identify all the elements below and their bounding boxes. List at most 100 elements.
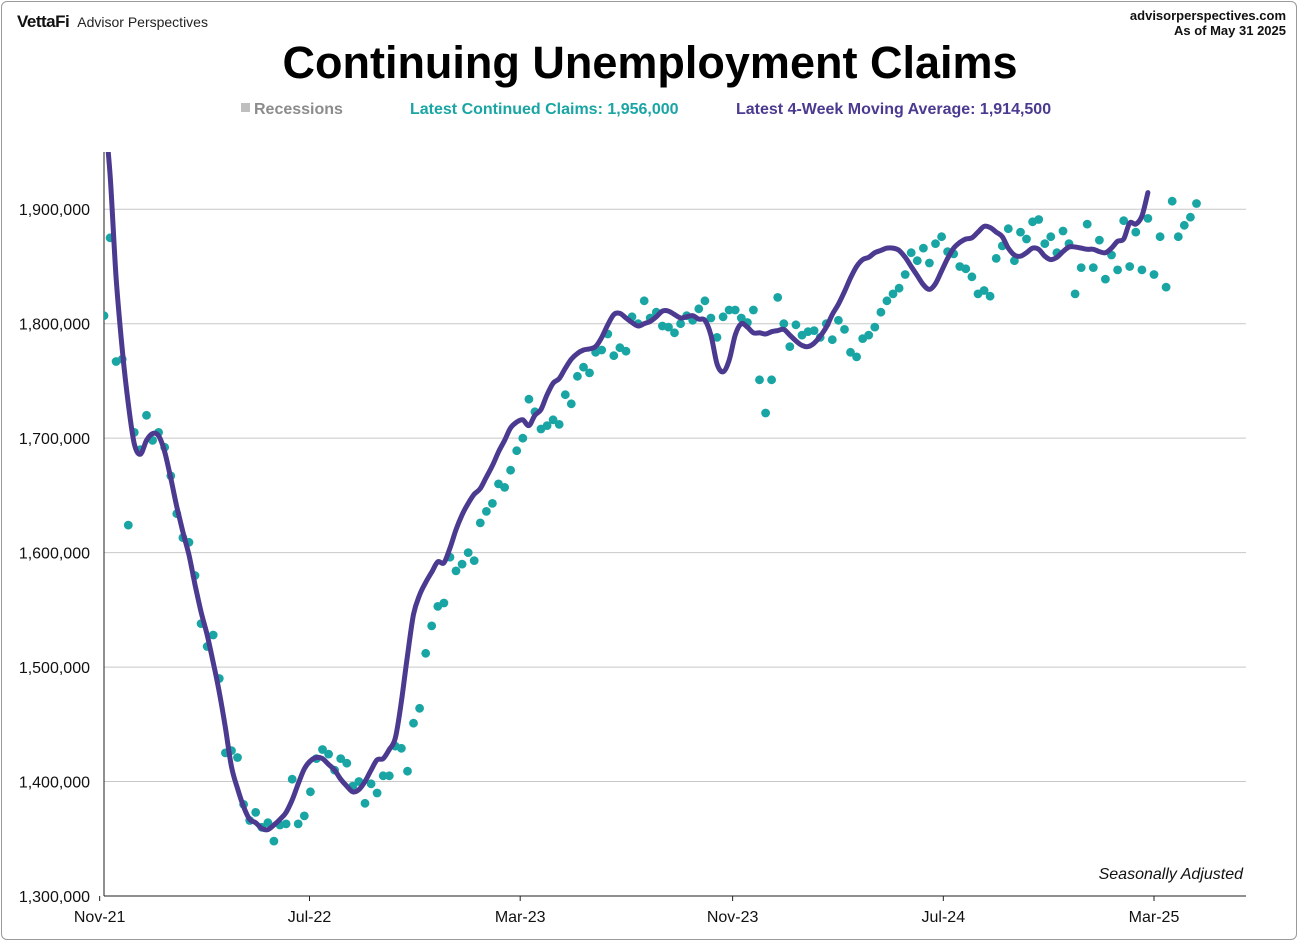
claims-point <box>809 326 819 335</box>
claims-point <box>342 758 352 768</box>
claims-point <box>560 390 570 400</box>
claims-point <box>718 312 728 322</box>
claims-point <box>1198 141 1207 150</box>
legend-moving-average: Latest 4-Week Moving Average: 1,914,500 <box>736 101 1052 118</box>
x-tick-label: Mar-25 <box>1129 909 1180 926</box>
claims-point <box>1101 274 1110 284</box>
claims-point <box>1088 263 1098 272</box>
claims-point <box>378 771 388 781</box>
claims-point <box>900 270 910 279</box>
claims-point <box>1095 235 1104 245</box>
claims-point <box>233 753 242 762</box>
claims-point <box>1003 224 1013 234</box>
recessions-swatch-icon <box>241 103 250 113</box>
claims-point <box>397 743 406 753</box>
claims-point <box>281 819 291 829</box>
claims-point <box>1179 220 1189 230</box>
claims-point <box>1131 227 1141 237</box>
claims-point <box>208 630 218 640</box>
claims-points <box>104 141 1207 846</box>
moving-average-line <box>105 152 1151 833</box>
claims-point <box>1058 226 1068 236</box>
claims-point <box>475 518 485 528</box>
claims-point <box>846 347 855 357</box>
claims-point <box>852 352 861 362</box>
claims-point <box>506 465 515 475</box>
claims-point <box>1070 289 1080 299</box>
vettafi-logo: VettaFi <box>17 12 70 31</box>
claims-point <box>482 507 491 516</box>
claims-point <box>415 703 424 713</box>
claims-point <box>967 272 977 282</box>
claims-point <box>384 771 394 781</box>
y-tick-label: 1,800,000 <box>19 317 90 334</box>
claims-point <box>1143 214 1153 223</box>
claims-point <box>512 446 522 456</box>
claims-point <box>639 296 649 306</box>
claims-point <box>870 322 880 332</box>
claims-point <box>1016 227 1025 237</box>
claims-point <box>749 305 758 315</box>
claims-point <box>1186 212 1195 222</box>
claims-point <box>372 788 382 798</box>
claims-point <box>1113 265 1122 275</box>
claims-point <box>1173 232 1183 242</box>
claims-point <box>1137 265 1147 275</box>
claims-point <box>251 808 261 817</box>
claims-point <box>755 375 764 385</box>
claims-point <box>906 248 916 258</box>
claims-point <box>700 296 710 306</box>
claims-point <box>888 289 898 299</box>
y-tick-label: 1,700,000 <box>19 431 90 448</box>
claims-point <box>937 232 946 242</box>
y-tick-label: 1,600,000 <box>19 546 90 563</box>
claims-point <box>597 345 607 355</box>
claims-point <box>894 283 904 293</box>
source-block: advisorperspectives.com As of May 31 202… <box>1130 8 1286 38</box>
claims-point <box>991 254 1001 263</box>
claims-point <box>366 779 376 789</box>
claims-point <box>834 315 843 325</box>
claims-point <box>876 307 886 317</box>
claims-point <box>609 351 619 361</box>
claims-point <box>324 749 333 759</box>
claims-point <box>779 319 789 329</box>
claims-point <box>123 520 133 530</box>
claims-point <box>961 264 971 274</box>
claims-point <box>694 304 704 314</box>
claims-point <box>773 293 783 302</box>
claims-point <box>621 346 631 356</box>
legend-recessions-label: Recessions <box>254 101 343 118</box>
y-tick-label: 1,300,000 <box>19 889 90 906</box>
claims-point <box>1119 216 1129 226</box>
claims-point <box>1149 270 1159 279</box>
claims-point <box>263 818 273 828</box>
claims-point <box>287 774 297 784</box>
claims-point <box>1192 199 1201 208</box>
claims-point <box>573 371 582 381</box>
claims-point <box>421 648 431 658</box>
y-tick-label: 1,400,000 <box>19 775 90 792</box>
claims-point <box>767 375 776 385</box>
claims-point <box>451 566 461 576</box>
claims-point <box>785 342 795 351</box>
claims-point <box>554 420 564 429</box>
brand: VettaFi Advisor Perspectives <box>17 12 208 32</box>
x-tick-label: Jul-22 <box>288 909 332 926</box>
x-tick-label: Nov-23 <box>707 909 759 926</box>
claims-point <box>925 258 934 268</box>
claims-point <box>427 621 437 631</box>
claims-point <box>299 811 309 821</box>
brand-name: Advisor Perspectives <box>77 14 208 30</box>
claims-point <box>500 483 509 492</box>
claims-point <box>706 313 716 323</box>
claims-point <box>1040 239 1050 249</box>
claims-point <box>1167 196 1177 206</box>
claims-point <box>736 313 746 323</box>
claims-point <box>1161 282 1171 292</box>
claims-point <box>761 408 770 418</box>
claims-point <box>664 322 673 332</box>
claims-point <box>542 421 552 430</box>
claims-point <box>469 556 479 565</box>
